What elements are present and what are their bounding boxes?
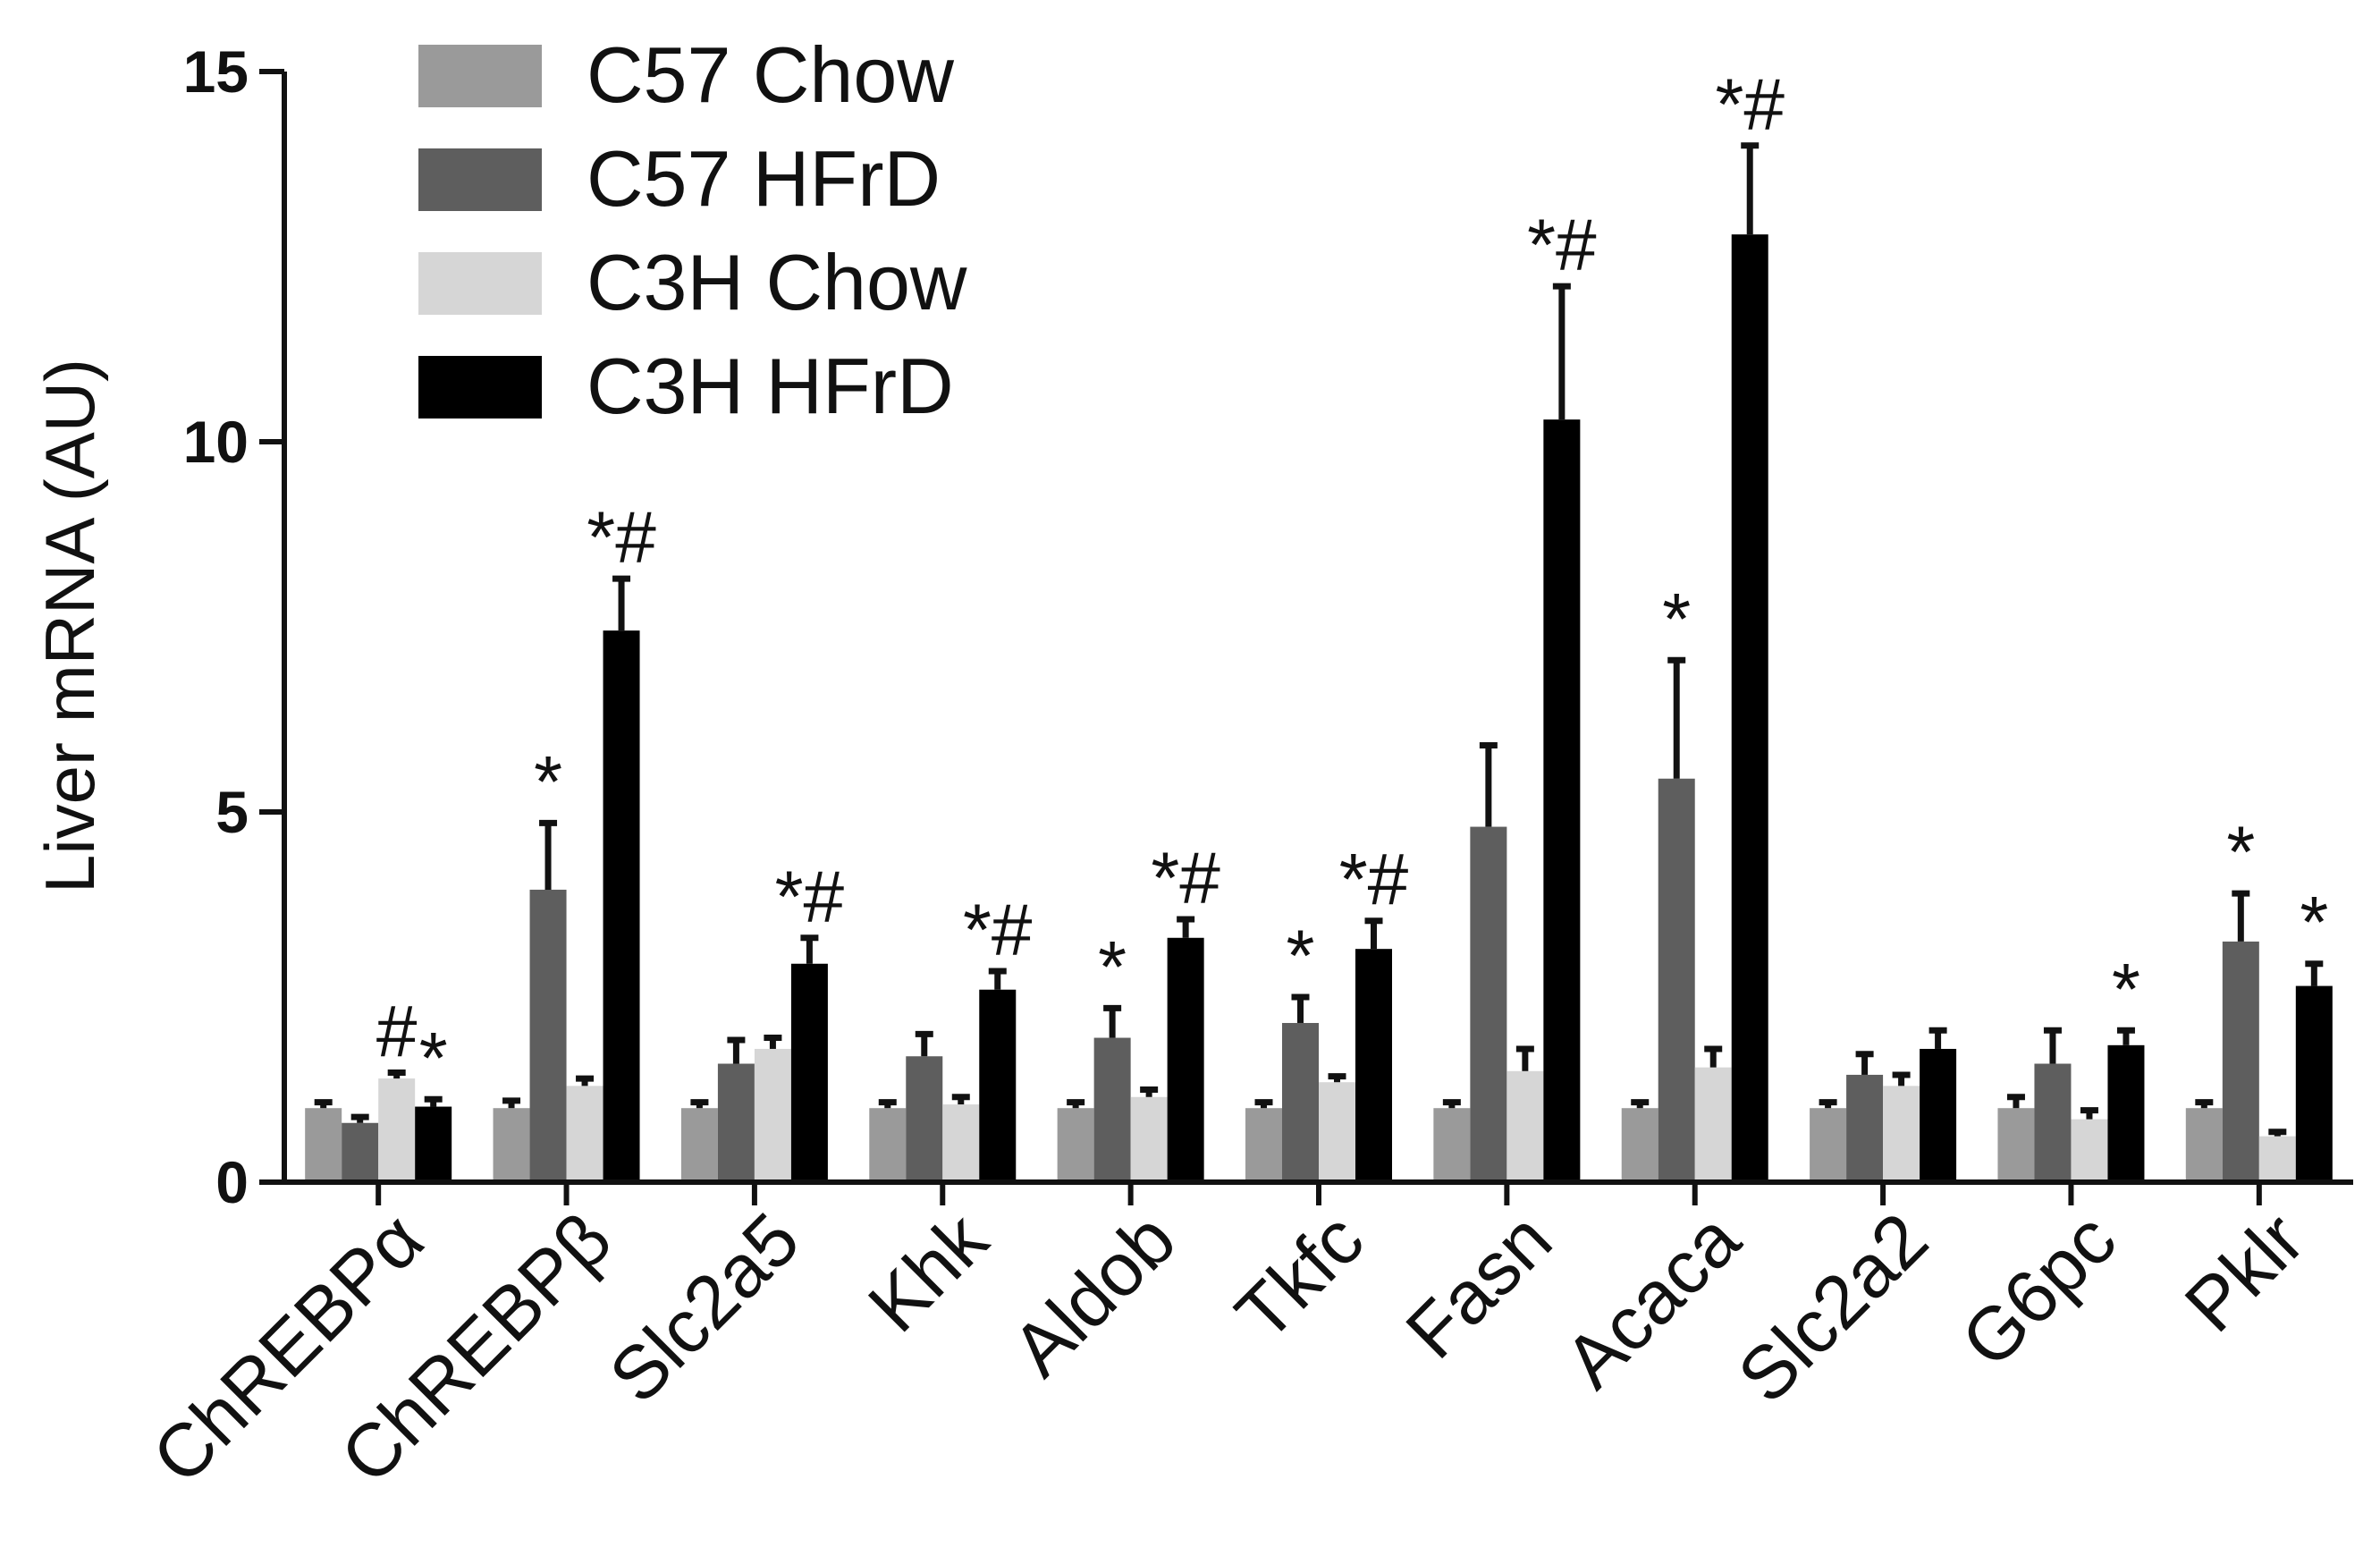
bar-c57-chow-3 bbox=[869, 1108, 907, 1182]
legend-label: C57 Chow bbox=[587, 30, 954, 119]
y-tick-label: 15 bbox=[183, 38, 249, 105]
bar-c3h-hfrd-6 bbox=[1543, 419, 1581, 1182]
x-tick-label: Aldob bbox=[996, 1196, 1191, 1391]
legend: C57 Chow C57 HFrD C3H Chow C3H HFrD bbox=[418, 30, 967, 430]
bar-c3h-chow-5 bbox=[1319, 1082, 1355, 1182]
y-tick-label: 5 bbox=[215, 779, 249, 845]
y-ticks: 0 5 10 15 bbox=[183, 38, 284, 1215]
significance-marker: * bbox=[1098, 926, 1127, 1008]
bar-c57-chow-0 bbox=[305, 1108, 342, 1182]
significance-marker: * bbox=[1287, 916, 1315, 997]
bar-c57-hfrd-0 bbox=[342, 1122, 379, 1182]
significance-marker: *# bbox=[1151, 838, 1220, 919]
error-bars-group bbox=[314, 142, 2324, 1137]
bar-c57-chow-9 bbox=[1997, 1108, 2035, 1182]
bar-c3h-hfrd-8 bbox=[1920, 1048, 1957, 1182]
bar-c3h-hfrd-5 bbox=[1355, 949, 1392, 1182]
bar-c3h-chow-7 bbox=[1694, 1067, 1732, 1182]
bar-c57-hfrd-3 bbox=[906, 1056, 943, 1182]
bar-c3h-hfrd-4 bbox=[1167, 937, 1204, 1182]
legend-swatch-c57-chow bbox=[418, 45, 542, 107]
bar-c57-hfrd-4 bbox=[1093, 1037, 1131, 1182]
significance-marker: # bbox=[376, 991, 418, 1072]
significance-marker: *# bbox=[1715, 64, 1785, 146]
bar-c3h-chow-9 bbox=[2071, 1119, 2108, 1182]
bar-c3h-hfrd-3 bbox=[979, 989, 1017, 1182]
bar-c3h-hfrd-10 bbox=[2295, 985, 2333, 1182]
bars-group bbox=[305, 234, 2333, 1182]
legend-swatch-c3h-hfrd bbox=[418, 356, 542, 418]
significance-marker: *# bbox=[1339, 840, 1409, 921]
x-tick-label: Slc2a2 bbox=[1722, 1196, 1944, 1418]
legend-label: C3H Chow bbox=[587, 238, 967, 326]
significance-marker: * bbox=[2226, 812, 2255, 893]
y-tick-label: 0 bbox=[215, 1149, 249, 1215]
bar-c57-hfrd-5 bbox=[1282, 1022, 1319, 1182]
bar-c57-chow-7 bbox=[1621, 1108, 1658, 1182]
bar-c57-chow-10 bbox=[2185, 1108, 2223, 1182]
y-tick-label: 10 bbox=[183, 409, 249, 475]
bar-c57-chow-1 bbox=[493, 1108, 530, 1182]
x-tick-label: Acaca bbox=[1549, 1196, 1756, 1404]
bar-c3h-chow-10 bbox=[2258, 1136, 2296, 1182]
bar-c57-hfrd-7 bbox=[1658, 778, 1695, 1182]
significance-marker: * bbox=[2112, 949, 2140, 1030]
bar-c57-hfrd-2 bbox=[717, 1063, 755, 1182]
significance-markers-group: # ***#*# *# **#**#*#**#*** bbox=[376, 64, 2328, 1099]
significance-marker: * bbox=[534, 741, 562, 823]
x-tick-label: G6pc bbox=[1945, 1196, 2131, 1382]
bar-c3h-hfrd-9 bbox=[2107, 1044, 2145, 1182]
bar-c57-chow-6 bbox=[1433, 1108, 1471, 1182]
x-tick-label: Tkfc bbox=[1220, 1196, 1380, 1357]
bar-c57-hfrd-6 bbox=[1470, 826, 1507, 1182]
bar-c3h-chow-0 bbox=[378, 1078, 416, 1182]
significance-marker: * bbox=[419, 1018, 448, 1099]
bar-c57-hfrd-9 bbox=[2034, 1063, 2072, 1182]
significance-marker: *# bbox=[963, 890, 1033, 971]
legend-swatch-c57-hfrd bbox=[418, 148, 542, 211]
x-tick-label: Slc2a5 bbox=[594, 1196, 815, 1418]
legend-swatch-c3h-chow bbox=[418, 252, 542, 315]
bar-c3h-chow-8 bbox=[1883, 1086, 1920, 1182]
bar-c57-chow-2 bbox=[680, 1108, 718, 1182]
bar-c57-hfrd-8 bbox=[1846, 1074, 1884, 1182]
bar-c3h-chow-2 bbox=[754, 1048, 791, 1182]
bar-c57-chow-4 bbox=[1057, 1108, 1094, 1182]
bar-c3h-chow-1 bbox=[566, 1086, 603, 1182]
bar-c57-hfrd-1 bbox=[529, 889, 567, 1182]
x-tick-label: Fasn bbox=[1390, 1196, 1568, 1374]
significance-marker: *# bbox=[1527, 205, 1597, 286]
significance-marker: *# bbox=[587, 497, 656, 579]
bar-c57-hfrd-10 bbox=[2222, 941, 2259, 1182]
bar-c3h-hfrd-1 bbox=[603, 630, 640, 1182]
bar-c3h-chow-3 bbox=[942, 1104, 980, 1182]
bar-c3h-hfrd-0 bbox=[415, 1106, 452, 1182]
bar-c3h-chow-4 bbox=[1130, 1096, 1168, 1182]
bar-c57-chow-8 bbox=[1810, 1108, 1847, 1182]
y-axis-label: Liver mRNA (AU) bbox=[30, 359, 109, 893]
significance-marker: * bbox=[2300, 883, 2328, 964]
x-tick-label: Khk bbox=[852, 1196, 1004, 1348]
bar-c3h-hfrd-2 bbox=[790, 963, 828, 1182]
legend-label: C3H HFrD bbox=[587, 342, 954, 430]
bar-c3h-chow-6 bbox=[1506, 1070, 1544, 1182]
legend-label: C57 HFrD bbox=[587, 134, 941, 223]
significance-marker: * bbox=[1662, 579, 1691, 660]
significance-marker: *# bbox=[775, 857, 845, 938]
x-tick-label: Pklr bbox=[2169, 1196, 2320, 1348]
bar-c57-chow-5 bbox=[1245, 1108, 1282, 1182]
bar-c3h-hfrd-7 bbox=[1731, 234, 1768, 1182]
